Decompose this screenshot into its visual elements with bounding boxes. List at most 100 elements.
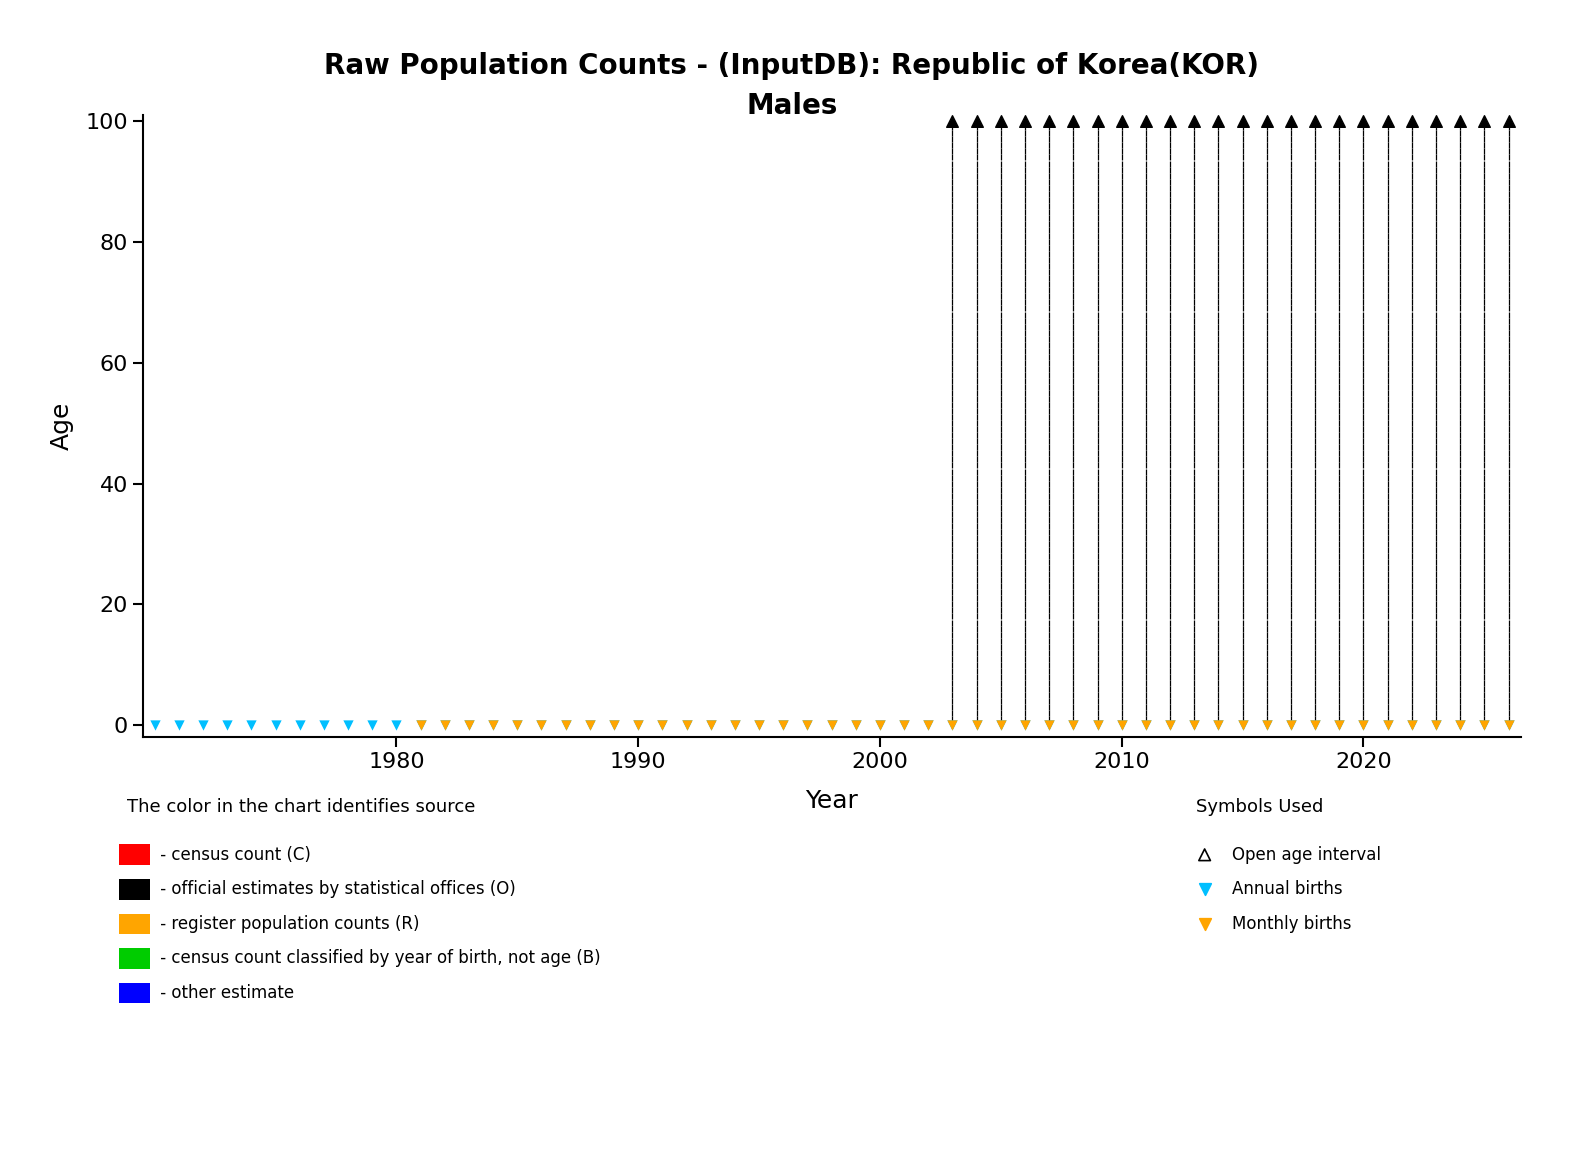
Point xyxy=(1278,190,1304,209)
Point xyxy=(988,408,1014,426)
Point xyxy=(1448,378,1473,396)
Point xyxy=(988,510,1014,529)
Point xyxy=(1255,179,1280,197)
X-axis label: Year: Year xyxy=(805,788,859,812)
Point xyxy=(1158,142,1183,160)
Point xyxy=(1085,317,1110,335)
Point xyxy=(1205,184,1231,203)
Point xyxy=(1375,154,1400,173)
Point xyxy=(1399,408,1424,426)
Point xyxy=(1375,655,1400,674)
Point xyxy=(1109,142,1134,160)
Point xyxy=(1229,184,1255,203)
Point xyxy=(1061,475,1087,493)
Point xyxy=(988,535,1014,553)
Point xyxy=(1327,270,1353,288)
Point xyxy=(1012,655,1038,674)
Point xyxy=(1302,540,1327,559)
Point xyxy=(1327,486,1353,505)
Point xyxy=(1399,456,1424,475)
Point xyxy=(1255,227,1280,245)
Point xyxy=(1424,717,1449,735)
Point xyxy=(965,238,990,257)
Point xyxy=(1278,692,1304,711)
Point xyxy=(965,136,990,154)
Point xyxy=(1399,577,1424,596)
Point xyxy=(1085,517,1110,536)
Point xyxy=(1302,596,1327,614)
Point xyxy=(1424,547,1449,566)
Point xyxy=(1495,233,1521,251)
Point xyxy=(939,717,965,735)
Point xyxy=(1375,486,1400,505)
Point xyxy=(1495,311,1521,329)
Point xyxy=(1229,136,1255,154)
Point xyxy=(1158,710,1183,728)
Point xyxy=(1302,166,1327,184)
Point xyxy=(1424,118,1449,136)
Point xyxy=(1424,450,1449,469)
Point xyxy=(1302,637,1327,655)
Point xyxy=(1229,674,1255,692)
Point xyxy=(1133,287,1158,305)
Point xyxy=(1399,432,1424,450)
Point xyxy=(1182,270,1207,288)
Point xyxy=(1375,402,1400,420)
Point xyxy=(1327,469,1353,487)
Point xyxy=(1255,480,1280,499)
Point xyxy=(1229,281,1255,300)
Point xyxy=(1424,294,1449,312)
Point xyxy=(1278,317,1304,335)
Point xyxy=(1061,408,1087,426)
Point xyxy=(1399,680,1424,698)
Point xyxy=(1182,251,1207,270)
Point xyxy=(1302,149,1327,167)
Point xyxy=(1205,704,1231,722)
Point xyxy=(1399,142,1424,160)
Point xyxy=(1424,438,1449,456)
Point xyxy=(1158,607,1183,626)
Point xyxy=(1182,517,1207,536)
Point xyxy=(1351,384,1376,402)
Point xyxy=(1182,305,1207,324)
Point xyxy=(1302,680,1327,698)
Point xyxy=(1255,408,1280,426)
Point xyxy=(1375,214,1400,233)
Point xyxy=(1472,257,1497,275)
Point xyxy=(1109,197,1134,215)
Point xyxy=(1472,674,1497,692)
Point xyxy=(1399,166,1424,184)
Point xyxy=(965,251,990,270)
Point xyxy=(965,317,990,335)
Point xyxy=(965,197,990,215)
Point xyxy=(1399,311,1424,329)
Point xyxy=(1302,480,1327,499)
Point xyxy=(1278,523,1304,541)
Point xyxy=(1036,197,1061,215)
Point xyxy=(1061,281,1087,300)
Point xyxy=(1375,311,1400,329)
Point xyxy=(1012,359,1038,378)
Point xyxy=(1351,692,1376,711)
Point xyxy=(1327,547,1353,566)
Point xyxy=(1205,450,1231,469)
Point xyxy=(1399,704,1424,722)
Point xyxy=(939,540,965,559)
Point xyxy=(1302,535,1327,553)
Point xyxy=(1158,233,1183,251)
Point xyxy=(1448,475,1473,493)
Point xyxy=(1036,281,1061,300)
Point xyxy=(1109,432,1134,450)
Point xyxy=(1375,305,1400,324)
Point xyxy=(1399,613,1424,631)
Point xyxy=(1255,698,1280,717)
Point xyxy=(1012,365,1038,384)
Point xyxy=(1085,112,1110,130)
Point xyxy=(939,462,965,480)
Point xyxy=(1302,710,1327,728)
Point xyxy=(1036,668,1061,687)
Point xyxy=(1109,493,1134,511)
Point xyxy=(1424,583,1449,601)
Point xyxy=(1085,354,1110,372)
Point xyxy=(1351,238,1376,257)
